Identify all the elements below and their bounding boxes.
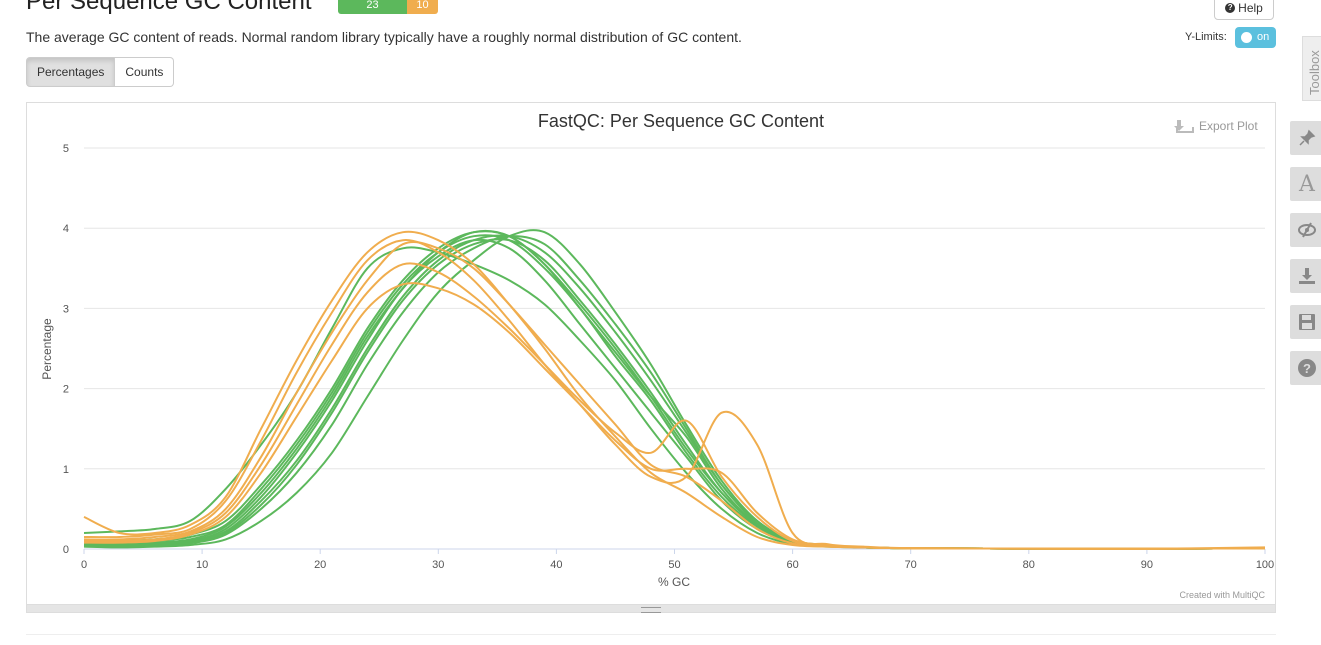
help-button[interactable]: ? Help (1214, 0, 1274, 20)
series-line-pass[interactable] (83, 234, 1266, 550)
toolbox-hide-button[interactable] (1290, 213, 1321, 247)
ylimits-label: Y-Limits: (1185, 31, 1227, 43)
y-tick-label: 4 (63, 223, 69, 235)
export-plot-label: Export Plot (1199, 119, 1258, 133)
status-badges: 23 10 (338, 0, 438, 14)
x-tick-label: 50 (668, 559, 680, 571)
grip-icon (641, 607, 661, 613)
x-axis-label: % GC (658, 575, 690, 589)
ylimits-toggle[interactable]: on (1235, 27, 1276, 48)
plot-resize-handle[interactable] (26, 604, 1276, 613)
x-tick-label: 80 (1023, 559, 1035, 571)
font-icon: A (1299, 171, 1315, 197)
save-icon (1299, 314, 1315, 330)
x-tick-label: 20 (314, 559, 326, 571)
question-icon: ? (1298, 359, 1316, 377)
series-line-warn[interactable] (83, 241, 1266, 550)
percentages-button[interactable]: Percentages (26, 57, 116, 87)
data-type-switch: Percentages Counts (26, 57, 175, 87)
x-tick-label: 90 (1141, 559, 1153, 571)
download-icon (1174, 120, 1194, 133)
section-description: The average GC content of reads. Normal … (26, 29, 742, 45)
x-tick-label: 100 (1256, 559, 1274, 571)
y-tick-label: 0 (63, 544, 69, 556)
x-tick-label: 10 (196, 559, 208, 571)
y-axis-label: Percentage (40, 318, 54, 380)
toolbox-help-button[interactable]: ? (1290, 351, 1321, 385)
toggle-knob (1241, 32, 1252, 43)
export-plot-button[interactable]: Export Plot (1174, 119, 1258, 133)
toolbox-rename-button[interactable]: A (1290, 167, 1321, 201)
series-line-warn[interactable] (83, 282, 1266, 550)
toggle-label: on (1257, 31, 1270, 43)
question-circle-icon: ? (1225, 3, 1236, 13)
download-icon (1299, 268, 1315, 284)
pass-count-badge[interactable]: 23 (338, 0, 407, 14)
toolbox-tab[interactable]: Toolbox (1302, 36, 1321, 101)
section-divider (26, 634, 1276, 635)
x-tick-label: 70 (905, 559, 917, 571)
counts-button[interactable]: Counts (115, 57, 175, 87)
x-tick-label: 0 (81, 559, 87, 571)
y-tick-label: 5 (63, 143, 69, 155)
x-tick-label: 40 (550, 559, 562, 571)
x-tick-label: 60 (786, 559, 798, 571)
credit-label: Created with MultiQC (1179, 590, 1265, 600)
series-line-warn[interactable] (83, 239, 1266, 550)
eye-slash-icon (1298, 222, 1316, 238)
svg-text:?: ? (1303, 361, 1311, 376)
toolbox-highlight-button[interactable] (1290, 121, 1321, 155)
series-line-pass[interactable] (83, 238, 1266, 550)
warn-count-badge[interactable]: 10 (407, 0, 438, 14)
y-tick-label: 2 (63, 384, 69, 396)
y-tick-label: 3 (63, 303, 69, 315)
toolbox-export-button[interactable] (1290, 259, 1321, 293)
toolbox-save-button[interactable] (1290, 305, 1321, 339)
series-line-pass[interactable] (83, 238, 1266, 550)
pin-icon (1299, 129, 1316, 146)
y-tick-label: 1 (63, 464, 69, 476)
chart-title: FastQC: Per Sequence GC Content (538, 111, 824, 131)
page-title: Per Sequence GC Content (26, 0, 312, 15)
help-label: Help (1238, 1, 1263, 15)
toolbox-label: Toolbox (1307, 50, 1321, 95)
x-tick-label: 30 (432, 559, 444, 571)
